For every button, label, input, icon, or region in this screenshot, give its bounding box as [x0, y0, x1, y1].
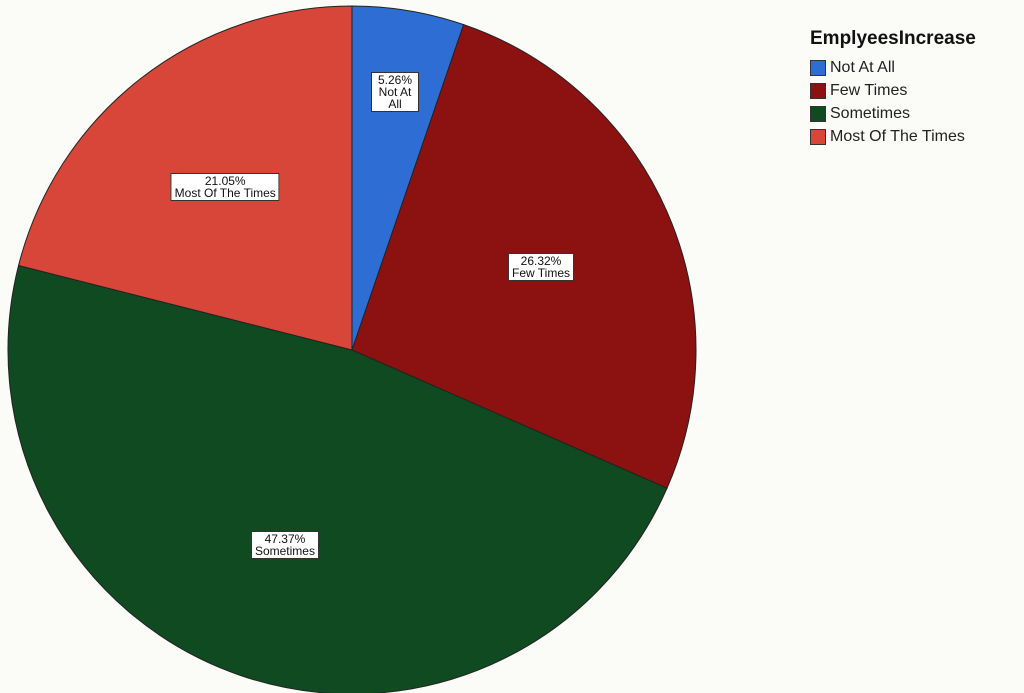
data-label-value: 47.37% [264, 532, 306, 547]
data-label: 26.32% Few Times [507, 253, 575, 282]
data-label-category: Not At All [378, 85, 412, 112]
data-label-category: Sometimes [254, 544, 315, 559]
data-label-value: 5.26% [377, 73, 413, 88]
legend-label: Few Times [830, 81, 908, 99]
data-label-value: 21.05% [204, 174, 246, 189]
legend-label: Most Of The Times [830, 127, 965, 145]
legend-item: Not At All [810, 56, 976, 79]
legend-item: Few Times [810, 79, 976, 102]
data-label-category: Few Times [511, 266, 571, 281]
data-label-value: 26.32% [520, 254, 562, 269]
legend-swatch [810, 105, 826, 122]
data-label-category: Most Of The Times [174, 186, 276, 201]
legend-swatch [810, 59, 826, 76]
legend-label: Not At All [830, 58, 895, 76]
data-label: 21.05% Most Of The Times [170, 173, 280, 202]
legend-swatch [810, 82, 826, 99]
data-label: 47.37% Sometimes [250, 531, 319, 560]
legend-label: Sometimes [830, 104, 911, 122]
legend-item: Most Of The Times [810, 125, 976, 148]
pie-slice [7, 264, 668, 693]
data-label: 5.26% Not At All [371, 72, 419, 113]
legend-title: EmplyeesIncrease [810, 28, 976, 49]
legend-swatch [810, 128, 826, 145]
legend: EmplyeesIncrease Not At All Few Times Some… [810, 28, 976, 148]
legend-item: Sometimes [810, 102, 976, 125]
